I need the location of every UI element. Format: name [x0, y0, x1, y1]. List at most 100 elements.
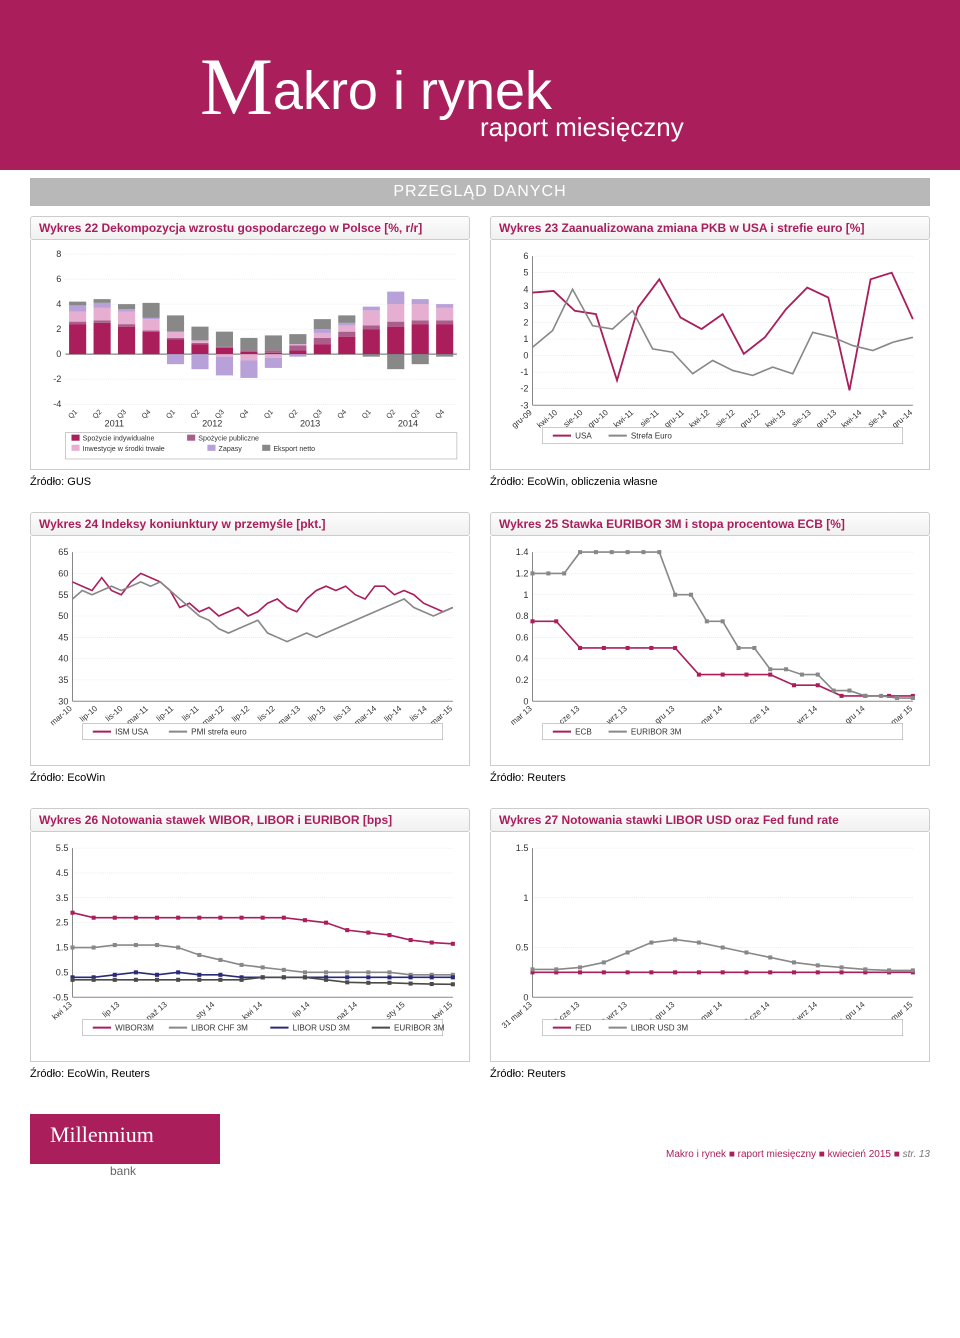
logo-text: Millennium [50, 1122, 154, 1148]
svg-text:2013: 2013 [300, 419, 320, 429]
svg-text:Zapasy: Zapasy [219, 445, 243, 453]
svg-text:65: 65 [58, 547, 68, 557]
svg-text:Spożycie publiczne: Spożycie publiczne [198, 435, 259, 443]
chart-27-source: Źródło: Reuters [490, 1068, 930, 1080]
svg-text:gru-11: gru-11 [663, 408, 687, 430]
svg-text:cze 13: cze 13 [557, 704, 581, 727]
svg-text:gru-14: gru-14 [890, 408, 914, 430]
section-title: PRZEGLĄD DANYCH [30, 178, 930, 206]
svg-text:Eksport netto: Eksport netto [273, 445, 315, 453]
svg-text:USA: USA [575, 432, 592, 441]
svg-text:sie-14: sie-14 [866, 408, 889, 429]
svg-text:kwi-12: kwi-12 [688, 408, 712, 430]
svg-text:kwi-13: kwi-13 [764, 408, 788, 430]
svg-text:5: 5 [523, 268, 528, 278]
svg-text:kwi 15: kwi 15 [431, 1000, 455, 1022]
svg-text:5.5: 5.5 [56, 843, 69, 853]
chart-23-container: Wykres 23 Zaanualizowana zmiana PKB w US… [490, 216, 930, 502]
chart-22-body: -4-202468Q1Q2Q3Q4Q1Q2Q3Q4Q1Q2Q3Q4Q1Q2Q3Q… [30, 240, 470, 470]
svg-text:lip 14: lip 14 [291, 1000, 312, 1020]
svg-text:sie-12: sie-12 [714, 408, 737, 429]
chart-22-container: Wykres 22 Dekompozycja wzrostu gospodarc… [30, 216, 470, 502]
svg-text:-1: -1 [520, 367, 528, 377]
chart-25-source: Źródło: Reuters [490, 772, 930, 784]
svg-text:2012: 2012 [202, 419, 222, 429]
svg-text:0: 0 [56, 349, 61, 359]
svg-text:0.5: 0.5 [516, 943, 529, 953]
svg-text:-4: -4 [53, 399, 61, 409]
svg-text:4: 4 [523, 284, 528, 294]
svg-text:EURIBOR 3M: EURIBOR 3M [631, 728, 682, 737]
svg-text:Q1: Q1 [360, 408, 372, 420]
svg-text:35: 35 [58, 675, 68, 685]
svg-text:LIBOR CHF 3M: LIBOR CHF 3M [191, 1024, 248, 1033]
svg-text:50: 50 [58, 611, 68, 621]
svg-text:0.4: 0.4 [516, 654, 529, 664]
svg-text:2: 2 [56, 324, 61, 334]
svg-text:sty 15: sty 15 [384, 1000, 407, 1021]
svg-text:lip-13: lip-13 [306, 704, 327, 724]
chart-23-source: Źródło: EcoWin, obliczenia własne [490, 476, 930, 488]
chart-24-title: Wykres 24 Indeksy koniunktury w przemyśl… [39, 517, 461, 531]
svg-text:LIBOR USD 3M: LIBOR USD 3M [293, 1024, 350, 1033]
charts-grid: Wykres 22 Dekompozycja wzrostu gospodarc… [0, 216, 960, 1094]
chart-26-body: -0.50.51.52.53.54.55.5kwi 13lip 13paź 13… [30, 832, 470, 1062]
svg-text:3.5: 3.5 [56, 893, 69, 903]
svg-text:1: 1 [523, 893, 528, 903]
svg-text:Q1: Q1 [165, 408, 177, 420]
svg-text:kwi-10: kwi-10 [535, 408, 559, 430]
svg-text:6: 6 [56, 274, 61, 284]
svg-text:lip-10: lip-10 [78, 704, 99, 724]
svg-text:sie-13: sie-13 [790, 408, 813, 429]
svg-text:sty 14: sty 14 [194, 1000, 217, 1021]
svg-text:lis-12: lis-12 [256, 704, 277, 724]
footer-page: str. 13 [903, 1149, 930, 1160]
svg-text:sie-10: sie-10 [562, 408, 585, 429]
chart-25-container: Wykres 25 Stawka EURIBOR 3M i stopa proc… [490, 512, 930, 798]
svg-text:Strefa Euro: Strefa Euro [631, 432, 673, 441]
chart-27-body: 00.511.531 mar 1330 cze 1330 wrz 1331 gr… [490, 832, 930, 1062]
svg-text:1: 1 [523, 334, 528, 344]
svg-text:0.5: 0.5 [56, 967, 69, 977]
svg-text:Q4: Q4 [140, 408, 152, 420]
svg-text:40: 40 [58, 654, 68, 664]
chart-25-body: 00.20.40.60.811.21.4mar 13cze 13wrz 13gr… [490, 536, 930, 766]
svg-text:1.2: 1.2 [516, 568, 529, 578]
chart-24-container: Wykres 24 Indeksy koniunktury w przemyśl… [30, 512, 470, 798]
svg-text:0.2: 0.2 [516, 675, 529, 685]
svg-text:2014: 2014 [398, 419, 418, 429]
svg-text:sie-11: sie-11 [638, 408, 661, 429]
chart-22-source: Źródło: GUS [30, 476, 470, 488]
svg-text:paź 13: paź 13 [144, 1000, 169, 1023]
svg-text:LIBOR USD 3M: LIBOR USD 3M [631, 1024, 688, 1033]
svg-text:Q4: Q4 [238, 408, 250, 420]
svg-text:60: 60 [58, 568, 68, 578]
svg-text:1.5: 1.5 [56, 943, 69, 953]
chart-26-container: Wykres 26 Notowania stawek WIBOR, LIBOR … [30, 808, 470, 1094]
chart-25-title: Wykres 25 Stawka EURIBOR 3M i stopa proc… [499, 517, 921, 531]
svg-text:gru-09: gru-09 [510, 408, 534, 430]
svg-text:Q1: Q1 [262, 408, 274, 420]
chart-27-title: Wykres 27 Notowania stawki LIBOR USD ora… [499, 813, 921, 827]
svg-text:1.5: 1.5 [516, 843, 529, 853]
svg-text:45: 45 [58, 632, 68, 642]
svg-text:lis-10: lis-10 [104, 704, 125, 724]
chart-22-title: Wykres 22 Dekompozycja wzrostu gospodarc… [39, 221, 461, 235]
logo-bank-text: bank [110, 1164, 136, 1178]
svg-text:Q2: Q2 [189, 408, 201, 420]
svg-text:55: 55 [58, 590, 68, 600]
svg-text:Q4: Q4 [336, 408, 348, 420]
footer-text: Makro i rynek ■ raport miesięczny ■ kwie… [666, 1149, 900, 1160]
page-header: Makro i rynek raport miesięczny [0, 0, 960, 170]
svg-text:0.6: 0.6 [516, 632, 529, 642]
svg-text:1: 1 [523, 590, 528, 600]
svg-text:kwi-14: kwi-14 [840, 408, 864, 430]
svg-text:Spożycie indywidualne: Spożycie indywidualne [83, 435, 155, 443]
header-subtitle: raport miesięczny [480, 112, 684, 143]
svg-text:PMI strefa euro: PMI strefa euro [191, 728, 247, 737]
svg-text:gru-10: gru-10 [586, 408, 610, 430]
svg-text:kwi 13: kwi 13 [50, 1000, 74, 1022]
svg-text:kwi-11: kwi-11 [612, 408, 636, 430]
svg-text:EURIBOR 3M: EURIBOR 3M [394, 1024, 445, 1033]
svg-text:Q4: Q4 [434, 408, 446, 420]
